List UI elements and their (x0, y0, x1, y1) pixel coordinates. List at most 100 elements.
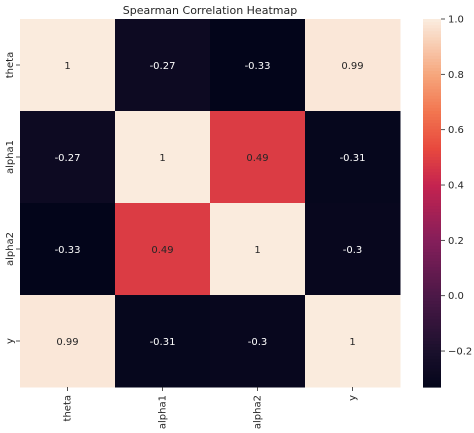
colorbar-segment (423, 264, 441, 268)
colorbar-segment (423, 40, 441, 45)
colorbar-segment (423, 46, 441, 51)
colorbar-segment (423, 221, 441, 226)
colorbar-segment (423, 58, 441, 63)
cell-annotation: 0.49 (246, 153, 268, 164)
colorbar-segment (423, 92, 441, 97)
colorbar-segment (423, 282, 441, 287)
heatmap-cell (115, 111, 211, 204)
colorbar-segment (423, 347, 441, 351)
colorbar-segment (423, 227, 441, 232)
cell-annotation: -0.33 (245, 61, 271, 72)
colorbar-segment (423, 153, 441, 158)
colorbar-segment (423, 117, 441, 121)
colorbar-segment (423, 80, 441, 84)
colorbar-segment (423, 279, 441, 284)
colorbar-segment (423, 313, 441, 318)
colorbar-segment (423, 383, 441, 388)
colorbar-segment (423, 322, 441, 327)
heatmap-cells: 1 -0.27 -0.33 0.99-0.27 1 0.49 -0.31-0.33 0.49 1… (20, 19, 401, 388)
colorbar-segment (423, 273, 441, 278)
colorbar-segment (423, 206, 441, 210)
colorbar-segment (423, 236, 441, 241)
colorbar-segment (423, 25, 441, 29)
colorbar-segment (423, 288, 441, 293)
colorbar-segment (423, 374, 441, 379)
colorbar-segment (423, 276, 441, 281)
colorbar-segment (423, 98, 441, 103)
colorbar-segment (423, 255, 441, 259)
colorbar-segment (423, 337, 441, 342)
colorbar-segment (423, 230, 441, 235)
colorbar-segment (423, 252, 441, 256)
heatmap-cell (210, 19, 306, 112)
colorbar-segment (423, 350, 441, 354)
colorbar-segment (423, 218, 441, 222)
cell-annotation: 1 (349, 337, 355, 348)
colorbar-segment (423, 270, 441, 275)
cell-annotation: 0.99 (341, 61, 363, 72)
colorbar-segment (423, 95, 441, 100)
heatmap-cell (20, 19, 116, 112)
colorbar-segment (423, 74, 441, 78)
x-tick-label: y (348, 395, 359, 401)
colorbar-segment (423, 150, 441, 155)
heatmap-cell (20, 295, 116, 388)
colorbar-tick-label: 0.8 (448, 70, 464, 81)
colorbar-segment (423, 249, 441, 253)
colorbar-segment (423, 129, 441, 134)
colorbar-segment (423, 114, 441, 118)
colorbar-segment (423, 71, 441, 75)
colorbar-segment (423, 31, 441, 35)
colorbar-segment (423, 365, 441, 370)
cell-annotation: 0.99 (56, 337, 78, 348)
colorbar-segment (423, 242, 441, 247)
heatmap-cell (210, 203, 306, 296)
heatmap-cell (115, 19, 211, 112)
y-axis: theta alpha1 alpha2 y (5, 52, 20, 344)
colorbar-segment (423, 344, 441, 348)
colorbar-segment (423, 160, 441, 164)
heatmap-cell (210, 295, 306, 388)
colorbar-segment (423, 334, 441, 339)
heatmap-cell (305, 111, 401, 204)
colorbar-segment (423, 267, 441, 272)
colorbar-segment (423, 307, 441, 311)
colorbar-segment (423, 19, 441, 23)
cell-annotation: 1 (159, 153, 165, 164)
cell-annotation: -0.3 (248, 337, 268, 348)
colorbar-tick-label: 0.4 (448, 181, 464, 192)
colorbar-segment (423, 141, 441, 146)
colorbar-segment (423, 34, 441, 38)
colorbar-segment (423, 239, 441, 244)
colorbar-segment (423, 175, 441, 180)
colorbar-segment (423, 135, 441, 140)
colorbar-tick-label: −0.2 (448, 347, 472, 358)
heatmap-cell (305, 203, 401, 296)
colorbar-segment (423, 368, 441, 373)
colorbar-segment (423, 144, 441, 149)
colorbar-segment (423, 111, 441, 115)
chart-title: Spearman Correlation Heatmap (123, 4, 297, 17)
colorbar-segment (423, 107, 441, 112)
colorbar-segment (423, 341, 441, 345)
colorbar-segment (423, 77, 441, 81)
colorbar-segment (423, 215, 441, 219)
colorbar-segment (423, 199, 441, 204)
colorbar-segment (423, 371, 441, 376)
colorbar-segment (423, 61, 441, 66)
cell-annotation: -0.31 (150, 337, 176, 348)
colorbar-segment (423, 157, 441, 161)
colorbar-segment (423, 83, 441, 88)
colorbar-segment (423, 120, 441, 124)
colorbar-segment (423, 52, 441, 57)
heatmap-cell (305, 19, 401, 112)
cell-annotation: 1 (64, 61, 70, 72)
colorbar-segment (423, 261, 441, 265)
colorbar-segment (423, 190, 441, 195)
colorbar-segment (423, 353, 441, 357)
heatmap-cell (115, 295, 211, 388)
colorbar-segment (423, 233, 441, 238)
colorbar-segment (423, 301, 441, 305)
colorbar-segment (423, 172, 441, 176)
cell-annotation: 1 (254, 245, 260, 256)
